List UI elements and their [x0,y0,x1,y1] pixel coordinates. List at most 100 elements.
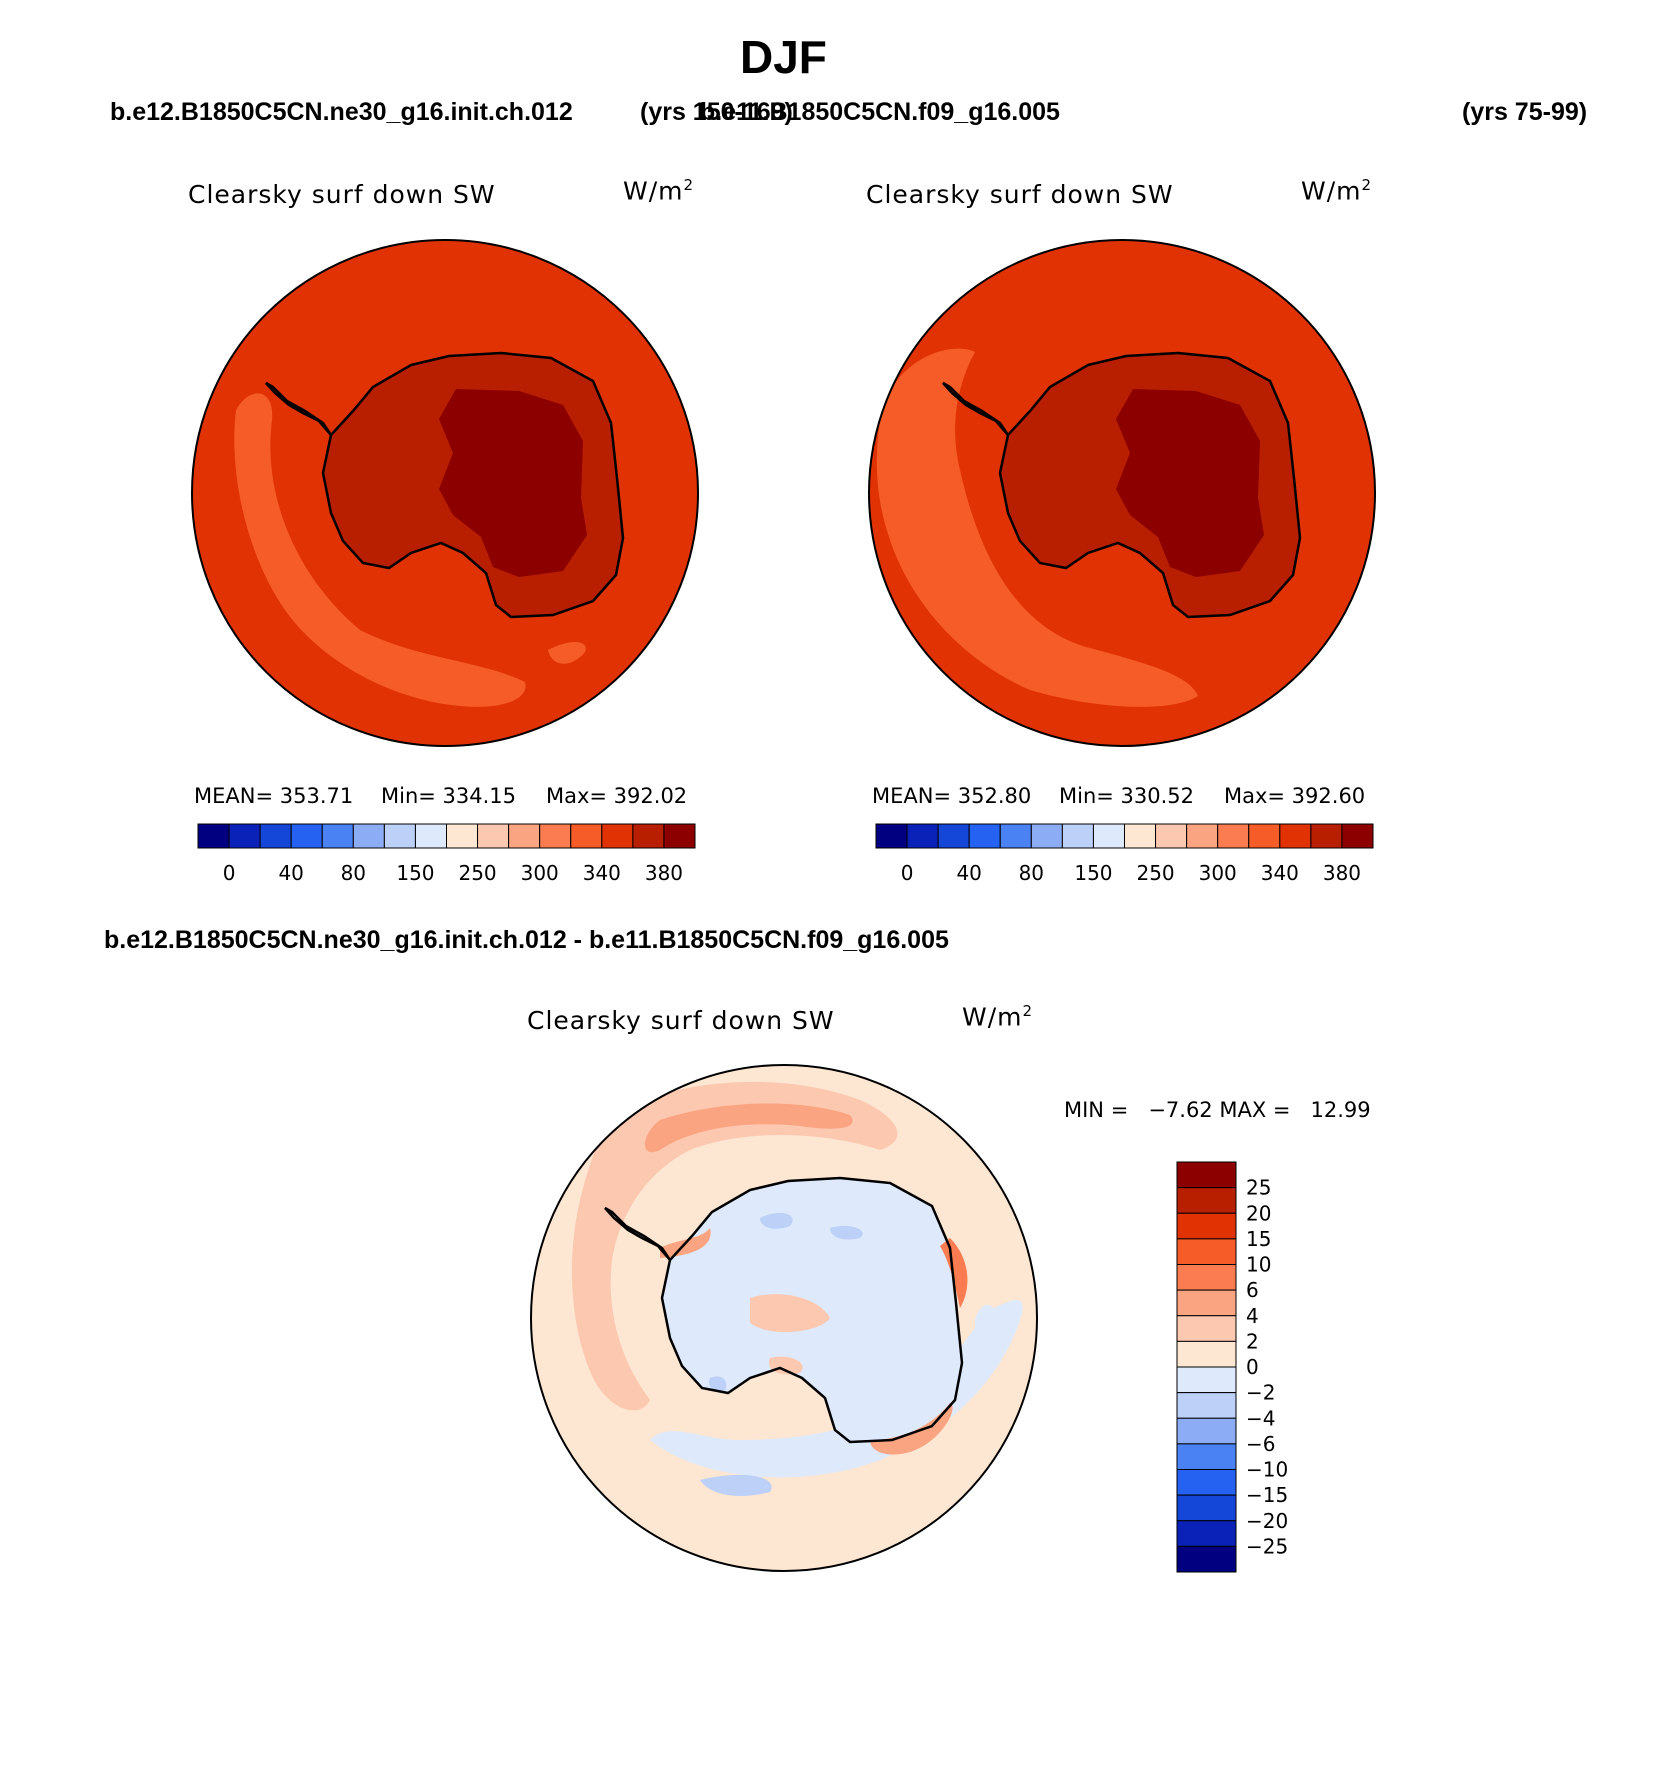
cb1-swatch [259,823,292,849]
cb3-swatch [1176,1494,1237,1522]
map-panel-1 [192,240,698,746]
map2-ocean-band [876,348,1198,707]
map3-blue-patch [700,1474,772,1496]
cb2-swatch [1279,823,1312,849]
cb1-tick-label: 150 [396,861,434,885]
cb3-swatch [1176,1315,1237,1342]
cb3-tick-label: 0 [1246,1355,1259,1379]
cb2-swatch [1248,823,1281,849]
cb1-swatch [508,823,541,849]
colorbar-panel2: 0 40 80 150 250 300 340 380 [875,823,1374,885]
cb3-tick-label: −10 [1246,1458,1288,1482]
map3-warm-ring [571,1081,898,1411]
cb1-swatch [290,823,323,849]
cb2-tick-label: 340 [1261,861,1299,885]
cb1-tick-label: 250 [458,861,496,885]
cb3-tick-label: 6 [1246,1278,1259,1302]
panel1-min: Min= 334.15 [381,784,517,808]
right-years-label: (yrs 75-99) [1462,98,1588,126]
map2-border [868,239,1376,747]
map1-ocean-patch [548,641,586,664]
panel2-max: Max= 392.60 [1224,784,1366,808]
cb3-tick-label: 10 [1246,1253,1271,1277]
cb2-tick-label: 250 [1136,861,1174,885]
panel2-field-name: Clearsky surf down SW [866,180,1174,209]
panel2-mean: MEAN= 352.80 [872,784,1032,808]
panel3-minmax: MIN = −7.62 MAX = 12.99 [1064,1098,1371,1122]
cb1-swatch [663,823,696,849]
cb2-swatch [1186,823,1219,849]
cb3-tick-label: −15 [1246,1483,1288,1507]
cb2-swatch [968,823,1001,849]
panel3-units: W/m2 [962,1002,1034,1032]
cb2-tick-label: 0 [901,861,914,885]
cb2-swatch [1155,823,1188,849]
left-case-label: b.e12.B1850C5CN.ne30_g16.init.ch.012 [110,98,573,126]
map-panel-3 [531,1065,1037,1571]
map1-ocean-band [234,393,526,707]
cb2-swatch [1092,823,1125,849]
cb3-swatch [1176,1417,1237,1445]
cb3-swatch [1176,1187,1237,1214]
cb2-swatch [875,823,908,849]
cb2-swatch [999,823,1032,849]
cb1-tick-label: 340 [583,861,621,885]
cb1-tick-label: 380 [645,861,683,885]
cb3-tick-label: 15 [1246,1227,1271,1251]
cb3-swatch [1176,1238,1237,1265]
cb3-tick-label: −2 [1246,1381,1275,1405]
cb3-tick-label: −25 [1246,1534,1288,1558]
cb2-tick-label: 150 [1074,861,1112,885]
cb2-tick-label: 300 [1199,861,1237,885]
map-panel-2 [869,240,1375,746]
cb1-swatch [321,823,354,849]
panel1-mean: MEAN= 353.71 [194,784,354,808]
cb1-swatch [228,823,261,849]
cb3-swatch [1176,1289,1237,1317]
cb1-tick-label: 0 [223,861,236,885]
cb3-tick-label: −6 [1246,1432,1275,1456]
left-years-label: (yrs 150-169) [640,98,793,126]
cb2-swatch [1030,823,1063,849]
panel2-units: W/m2 [1301,176,1373,206]
figure-title: DJF [740,31,827,83]
cb2-swatch [1341,823,1374,849]
cb2-swatch [937,823,970,849]
cb3-tick-label: 25 [1246,1176,1271,1200]
cb1-swatch [632,823,665,849]
cb3-tick-label: −20 [1246,1509,1288,1533]
cb1-swatch [383,823,416,849]
cb3-swatch [1176,1161,1237,1189]
cb3-swatch [1176,1366,1237,1394]
cb3-tick-label: 20 [1246,1201,1271,1225]
panel2-min: Min= 330.52 [1059,784,1195,808]
cb3-swatch [1176,1392,1237,1419]
cb1-swatch [477,823,510,849]
cb1-tick-label: 80 [341,861,366,885]
cb1-swatch [414,823,447,849]
cb3-tick-label: −4 [1246,1406,1275,1430]
cb2-swatch [1061,823,1094,849]
cb2-tick-label: 380 [1323,861,1361,885]
cb3-swatch [1176,1520,1237,1547]
right-case-label: b.e11.B1850C5CN.f09_g16.005 [700,98,1060,126]
panel1-field-name: Clearsky surf down SW [188,180,496,209]
cb1-swatch [570,823,603,849]
panel1-units: W/m2 [623,176,695,206]
cb1-swatch [446,823,479,849]
cb3-swatch [1176,1469,1237,1496]
cb3-swatch [1176,1443,1237,1470]
cb3-tick-label: 2 [1246,1329,1259,1353]
map3-warm-band [645,1103,853,1153]
cb1-swatch [539,823,572,849]
cb2-tick-label: 40 [956,861,981,885]
cb1-swatch [352,823,385,849]
cb3-swatch [1176,1264,1237,1291]
cb2-swatch [906,823,939,849]
map3-border [530,1064,1038,1572]
cb2-swatch [1217,823,1250,849]
panel3-field-name: Clearsky surf down SW [527,1006,835,1035]
cb3-swatch [1176,1212,1237,1240]
